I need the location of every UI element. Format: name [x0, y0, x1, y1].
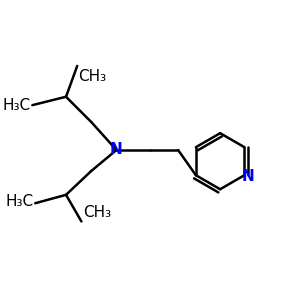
Text: H₃C: H₃C — [6, 194, 34, 209]
Text: H₃C: H₃C — [3, 98, 31, 113]
Text: CH₃: CH₃ — [83, 205, 111, 220]
Text: N: N — [242, 169, 254, 184]
Text: CH₃: CH₃ — [79, 69, 107, 84]
Text: N: N — [110, 142, 123, 158]
